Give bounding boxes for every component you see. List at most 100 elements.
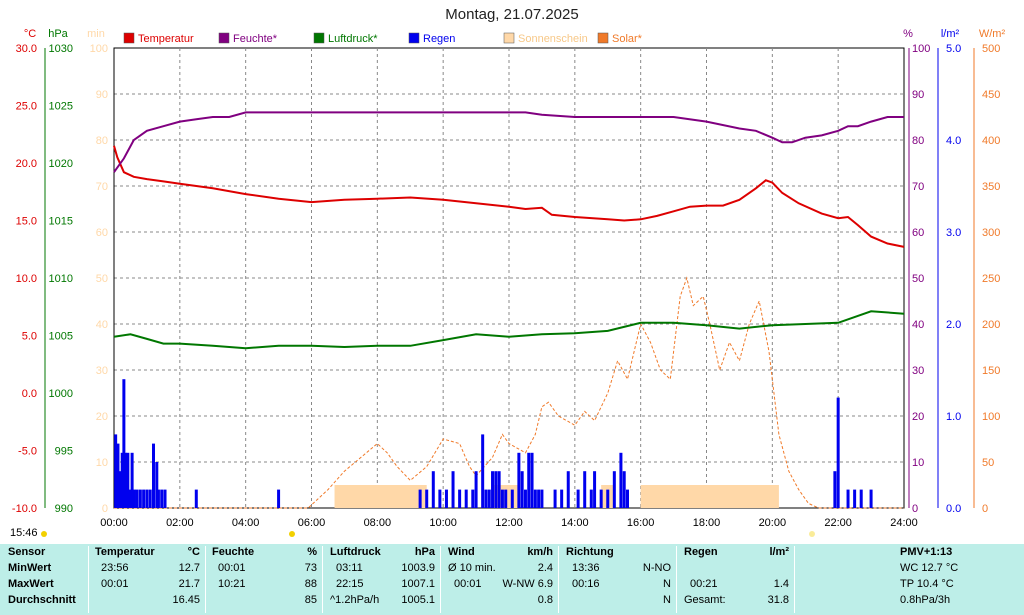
rain-bar bbox=[418, 489, 422, 508]
humidity-unit: % bbox=[307, 546, 317, 558]
pressure-tick-label: 1030 bbox=[49, 43, 73, 55]
rain-bar bbox=[122, 379, 126, 508]
pressure-trend: ^1.2hPa/h bbox=[330, 594, 380, 606]
rain-bar bbox=[553, 489, 557, 508]
sensor-column: Sensor MinWert MaxWert Durchschnitt bbox=[8, 544, 86, 615]
temperature-tick-label: 20.0 bbox=[16, 158, 37, 170]
weather-chart: 30.025.020.015.010.05.00.0-5.0-10.010301… bbox=[12, 28, 1005, 537]
rain-bar bbox=[160, 489, 164, 508]
rain-tick-label: 2.0 bbox=[946, 319, 961, 331]
rain-bar bbox=[622, 471, 626, 508]
direction-header: Richtung bbox=[566, 546, 614, 558]
rain-bar bbox=[619, 452, 623, 508]
rain-bar bbox=[540, 489, 544, 508]
rain-bar bbox=[277, 489, 281, 508]
temperature-max-time: 00:01 bbox=[101, 578, 129, 590]
x-tick-label: 04:00 bbox=[232, 517, 260, 529]
humidity-tick-label: 80 bbox=[912, 135, 924, 147]
pressure-tick-label: 995 bbox=[55, 446, 73, 458]
rain-bar bbox=[126, 452, 130, 508]
humidity-tick-label: 0 bbox=[912, 503, 918, 515]
wind-unit: km/h bbox=[527, 546, 553, 558]
rain-max-value: 1.4 bbox=[773, 578, 789, 590]
humidity-tick-label: 30 bbox=[912, 365, 924, 377]
pressure-min-value: 1003.9 bbox=[401, 562, 435, 574]
temperature-tick-label: -10.0 bbox=[12, 503, 37, 515]
minutes-tick-label: 60 bbox=[96, 227, 108, 239]
rain-bar bbox=[464, 489, 468, 508]
rain-tick-label: 0.0 bbox=[946, 503, 961, 515]
rain-bar bbox=[458, 489, 462, 508]
solar-tick-label: 250 bbox=[982, 273, 1000, 285]
x-tick-label: 18:00 bbox=[693, 517, 721, 529]
legend-label: Feuchte* bbox=[233, 33, 278, 45]
temperature-avg-value: 16.45 bbox=[172, 594, 200, 606]
solar-tick-label: 450 bbox=[982, 89, 1000, 101]
rain-bar bbox=[124, 452, 128, 508]
legend-label: Solar* bbox=[612, 33, 643, 45]
wind-max-time: 00:01 bbox=[454, 578, 482, 590]
rain-bar bbox=[523, 489, 527, 508]
pressure-tick-label: 1010 bbox=[49, 273, 73, 285]
rain-bar bbox=[451, 471, 455, 508]
humidity-tick-label: 10 bbox=[912, 457, 924, 469]
rain-bar bbox=[431, 471, 435, 508]
x-tick-label: 20:00 bbox=[759, 517, 787, 529]
rain-bar bbox=[132, 489, 136, 508]
rain-bar bbox=[869, 489, 873, 508]
rain-bar bbox=[148, 489, 152, 508]
temperature-min-time: 23:56 bbox=[101, 562, 129, 574]
x-tick-label: 22:00 bbox=[824, 517, 852, 529]
minutes-tick-label: 10 bbox=[96, 457, 108, 469]
rain-bar bbox=[833, 471, 837, 508]
rain-bar bbox=[612, 471, 616, 508]
rain-bar bbox=[128, 489, 132, 508]
rain-bar bbox=[438, 489, 442, 508]
pressure-tick-label: 1015 bbox=[49, 216, 73, 228]
pressure-tick-label: 1000 bbox=[49, 388, 73, 400]
pmv-pressure-trend: 0.8hPa/3h bbox=[900, 594, 951, 606]
rain-bar bbox=[484, 489, 488, 508]
minutes-tick-label: 20 bbox=[96, 411, 108, 423]
pressure-line bbox=[113, 310, 905, 350]
rain-bar bbox=[853, 489, 857, 508]
pressure-unit: hPa bbox=[414, 546, 435, 558]
pressure-column: Luftdruck hPa 03:11 1003.9 22:15 1007.1 ^1.… bbox=[330, 544, 435, 615]
temperature-tick-label: 5.0 bbox=[22, 331, 37, 343]
sunshine-bar bbox=[334, 485, 427, 508]
temperature-tick-label: 30.0 bbox=[16, 43, 37, 55]
rain-bar bbox=[593, 471, 597, 508]
rain-tick-label: 3.0 bbox=[946, 227, 961, 239]
rain-tick-label: 1.0 bbox=[946, 411, 961, 423]
wind-avg-label: Ø 10 min. bbox=[448, 562, 496, 574]
direction-min-time: 13:36 bbox=[572, 562, 600, 574]
rain-bar bbox=[533, 489, 537, 508]
solar-tick-label: 500 bbox=[982, 43, 1000, 55]
sunshine-bar bbox=[640, 485, 779, 508]
humidity-max-time: 10:21 bbox=[218, 578, 246, 590]
rain-bar bbox=[846, 489, 850, 508]
humidity-max-value: 88 bbox=[304, 578, 317, 590]
legend-swatch bbox=[313, 32, 325, 44]
x-tick-label: 14:00 bbox=[561, 517, 589, 529]
sensor-header: Sensor bbox=[8, 546, 46, 558]
rain-bar bbox=[497, 471, 501, 508]
rain-total-label: Gesamt: bbox=[684, 594, 726, 606]
solar-tick-label: 50 bbox=[982, 457, 994, 469]
minutes-tick-label: 30 bbox=[96, 365, 108, 377]
rain-bar bbox=[537, 489, 541, 508]
humidity-tick-label: 60 bbox=[912, 227, 924, 239]
x-tick-label: 06:00 bbox=[298, 517, 326, 529]
wind-max-value: W-NW 6.9 bbox=[502, 578, 553, 590]
pressure-tick-label: 1025 bbox=[49, 101, 73, 113]
rain-bar bbox=[163, 489, 167, 508]
rain-bar bbox=[120, 452, 124, 508]
rain-bar bbox=[135, 489, 139, 508]
temperature-unit-label: °C bbox=[24, 28, 36, 40]
rain-bar bbox=[500, 489, 504, 508]
rain-bar bbox=[138, 489, 142, 508]
sunset-marker-dot bbox=[809, 531, 815, 537]
humidity-tick-label: 40 bbox=[912, 319, 924, 331]
rain-total-value: 31.8 bbox=[767, 594, 789, 606]
direction-max-value: N bbox=[663, 578, 671, 590]
